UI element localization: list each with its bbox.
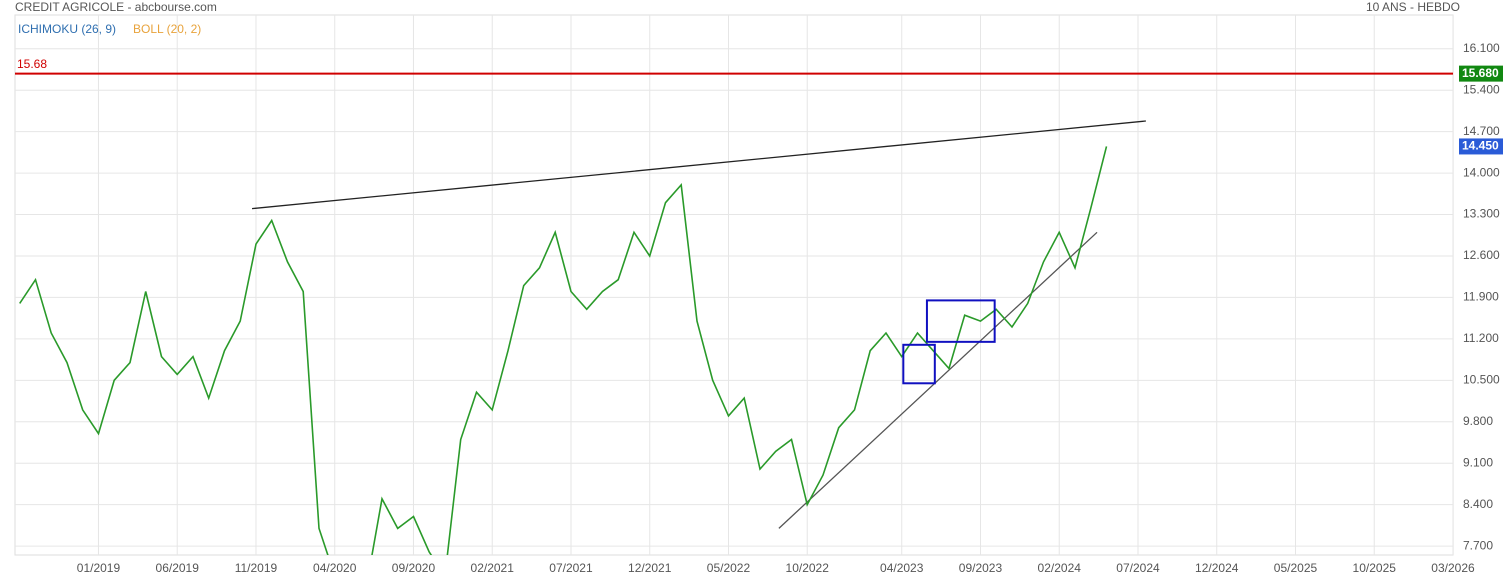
x-tick-label: 04/2020 xyxy=(313,561,357,575)
y-tick-label: 16.100 xyxy=(1463,41,1500,55)
x-tick-label: 06/2019 xyxy=(156,561,200,575)
price-tag-label: 15.680 xyxy=(1462,66,1499,80)
x-tick-label: 07/2024 xyxy=(1116,561,1160,575)
trend-line xyxy=(778,231,1098,529)
x-tick-label: 09/2020 xyxy=(392,561,436,575)
x-tick-label: 10/2025 xyxy=(1353,561,1397,575)
y-tick-label: 14.000 xyxy=(1463,165,1500,179)
y-tick-label: 11.200 xyxy=(1463,331,1499,345)
chart-subtitle: 10 ANS - HEBDO xyxy=(1366,0,1460,14)
consolidation-box xyxy=(925,299,996,343)
trend-line xyxy=(251,120,1146,210)
x-tick-label: 02/2024 xyxy=(1038,561,1082,575)
x-tick-label: 03/2026 xyxy=(1431,561,1475,575)
x-tick-label: 04/2023 xyxy=(880,561,924,575)
x-tick-label: 05/2022 xyxy=(707,561,751,575)
x-tick-label: 10/2022 xyxy=(786,561,830,575)
y-tick-label: 14.700 xyxy=(1463,124,1500,138)
price-tag xyxy=(1459,65,1503,82)
y-tick-label: 9.800 xyxy=(1463,414,1493,428)
x-tick-label: 12/2021 xyxy=(628,561,672,575)
y-tick-label: 10.500 xyxy=(1463,373,1500,387)
y-tick-label: 13.300 xyxy=(1463,207,1500,221)
x-tick-label: 01/2019 xyxy=(77,561,121,575)
chart-title: CREDIT AGRICOLE - abcbourse.com xyxy=(15,0,217,14)
x-tick-label: 02/2021 xyxy=(471,561,515,575)
x-tick-label: 09/2023 xyxy=(959,561,1003,575)
indicator-label: ICHIMOKU (26, 9) xyxy=(18,22,116,36)
last-price-label: 14.450 xyxy=(1462,139,1499,153)
consolidation-box xyxy=(902,343,936,385)
y-tick-label: 8.400 xyxy=(1463,497,1493,511)
x-tick-label: 11/2019 xyxy=(235,561,278,575)
plot-frame xyxy=(14,14,1454,556)
y-tick-label: 12.600 xyxy=(1463,248,1500,262)
plot-area xyxy=(15,15,1453,555)
resistance-label: 15.68 xyxy=(17,57,47,71)
indicator-label: BOLL (20, 2) xyxy=(133,22,201,36)
price-line xyxy=(19,146,1108,555)
last-price-tag xyxy=(1459,138,1503,155)
y-tick-label: 15.400 xyxy=(1463,82,1500,96)
x-tick-label: 12/2024 xyxy=(1195,561,1239,575)
y-tick-label: 11.900 xyxy=(1463,290,1499,304)
y-tick-label: 9.100 xyxy=(1463,455,1493,469)
x-tick-label: 05/2025 xyxy=(1274,561,1318,575)
y-tick-label: 7.700 xyxy=(1463,538,1493,552)
x-tick-label: 07/2021 xyxy=(549,561,593,575)
